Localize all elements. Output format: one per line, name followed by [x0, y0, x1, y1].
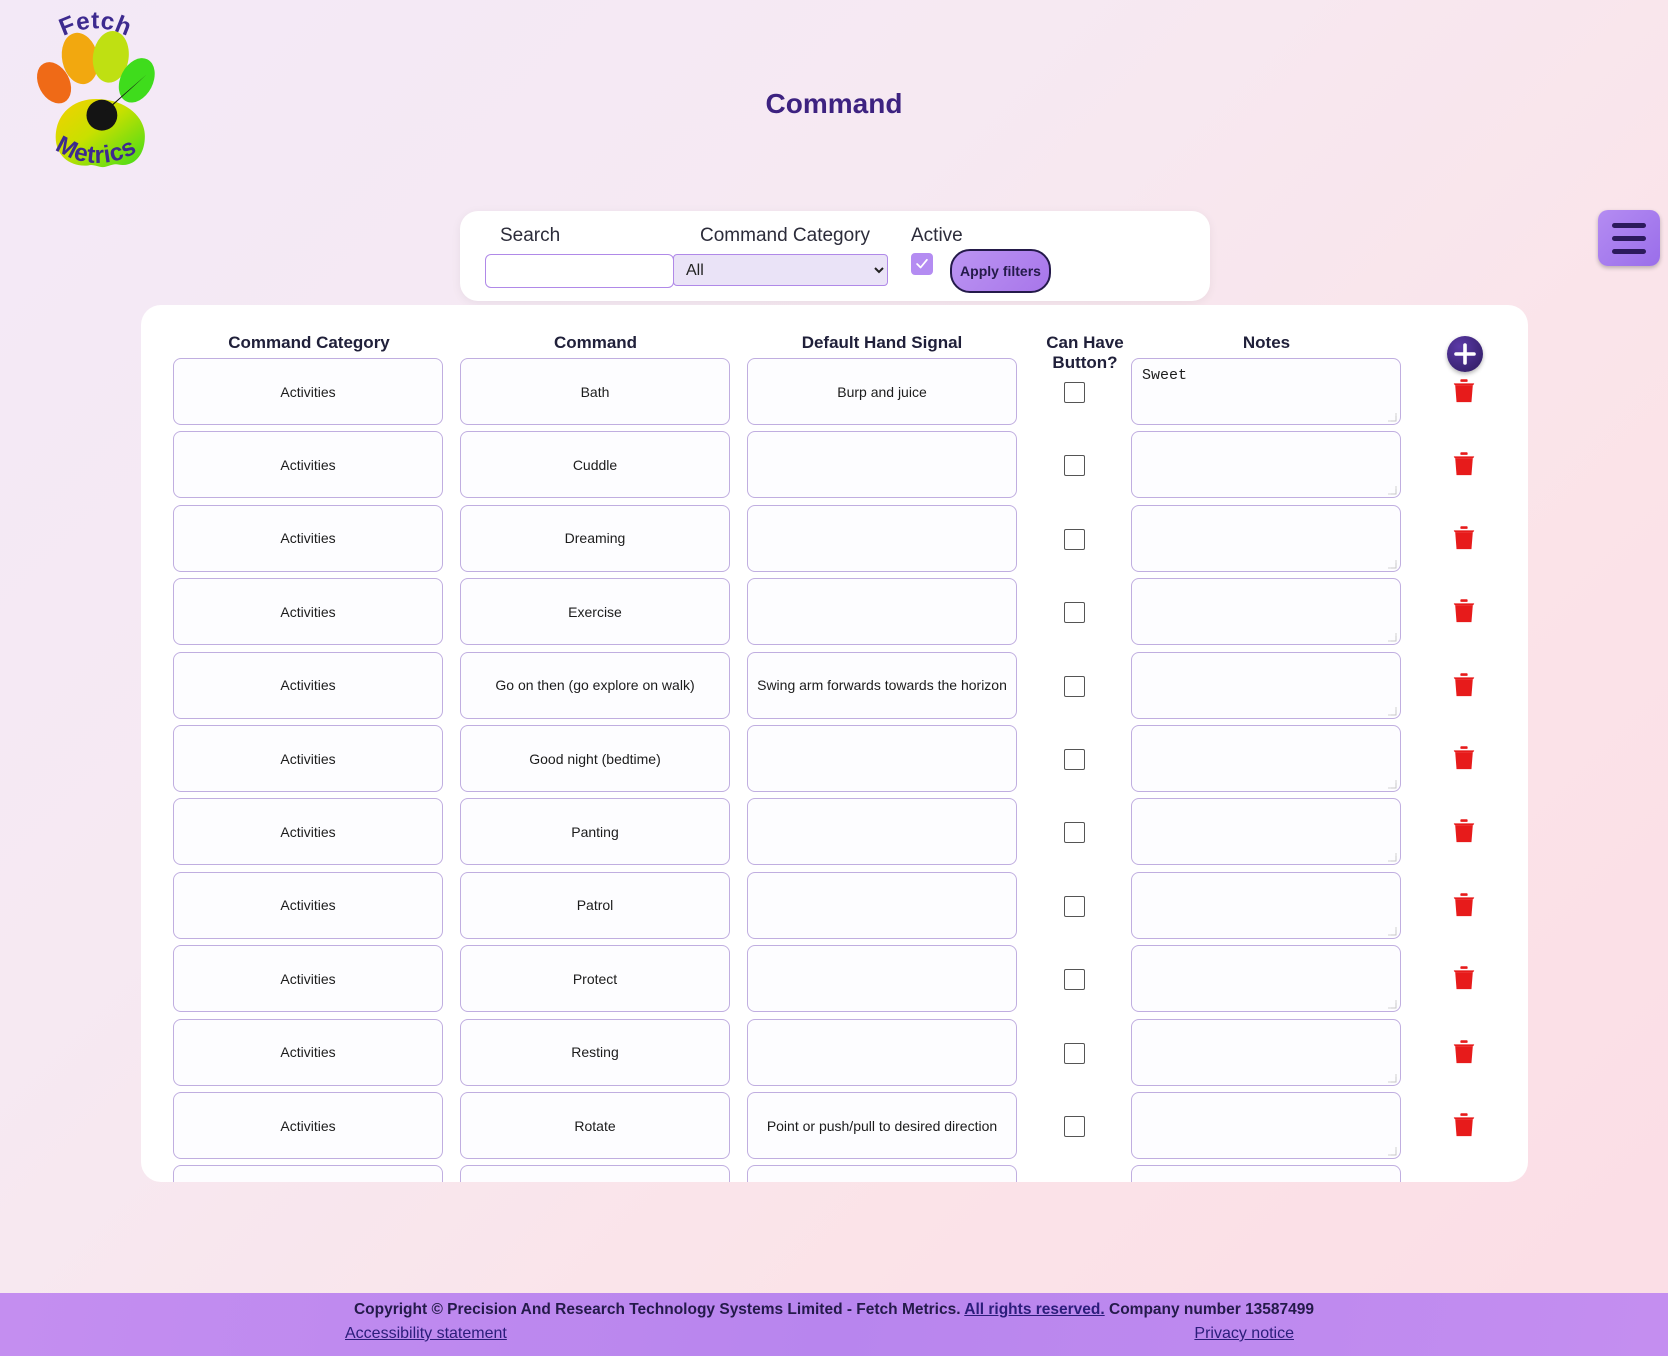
svg-text:Fetch: Fetch: [55, 10, 135, 42]
